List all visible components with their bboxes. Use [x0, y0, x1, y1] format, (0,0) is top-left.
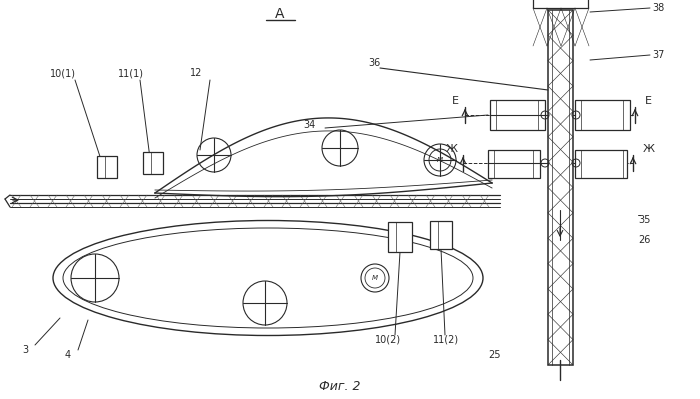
Text: 35: 35: [638, 215, 650, 225]
Text: 37: 37: [652, 50, 664, 60]
Text: M: M: [372, 275, 378, 281]
Text: 34: 34: [303, 120, 315, 130]
Text: Ж: Ж: [446, 144, 458, 154]
Text: 36: 36: [368, 58, 380, 68]
Bar: [97, 156, 117, 178]
Bar: [430, 221, 452, 249]
Text: 10(2): 10(2): [375, 335, 401, 345]
Text: 12: 12: [190, 68, 202, 78]
Text: 10(1): 10(1): [50, 68, 76, 78]
Text: 11(2): 11(2): [433, 335, 459, 345]
Bar: [548, 10, 573, 365]
Bar: [143, 152, 163, 174]
Text: A: A: [275, 7, 285, 21]
Ellipse shape: [53, 221, 483, 336]
Text: 11(1): 11(1): [118, 68, 144, 78]
Bar: [575, 150, 627, 178]
Text: Е: Е: [645, 96, 652, 106]
Bar: [388, 222, 412, 252]
Text: Фиг. 2: Фиг. 2: [319, 381, 360, 393]
Text: 38: 38: [652, 3, 664, 13]
Text: M: M: [437, 157, 443, 163]
Text: Ж: Ж: [643, 144, 655, 154]
Text: 3: 3: [22, 345, 28, 355]
Bar: [533, 0, 588, 8]
Text: 26: 26: [638, 235, 650, 245]
Text: 4: 4: [65, 350, 71, 360]
Text: Е: Е: [452, 96, 458, 106]
Bar: [490, 100, 545, 130]
Text: 25: 25: [488, 350, 500, 360]
Bar: [575, 100, 630, 130]
Bar: [488, 150, 540, 178]
